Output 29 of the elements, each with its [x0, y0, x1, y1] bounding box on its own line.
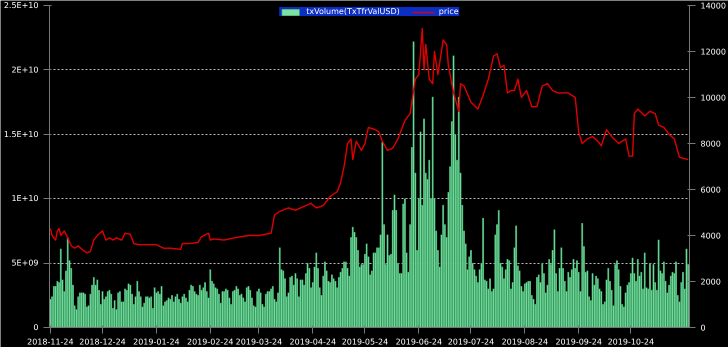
x-tick-label: 2019-02-24: [187, 338, 234, 346]
x-tick-label: 2019-01-24: [133, 338, 180, 346]
y2-tick-label: 8000: [700, 140, 721, 148]
y2-tick-label: 14000: [700, 2, 726, 10]
x-tick-label: 2019-05-24: [342, 338, 388, 346]
y2-tick-label: 4000: [700, 232, 721, 240]
legend-label: price: [438, 7, 459, 16]
y-tick-label: 1.5E+10: [4, 130, 39, 139]
x-tick-label: 2019-10-24: [608, 338, 654, 346]
x-tick-label: 2019-04-24: [290, 338, 336, 346]
y2-tick-label: 2000: [700, 278, 721, 286]
y2-tick-label: 12000: [700, 48, 726, 56]
x-tick-label: 2019-07-24: [448, 338, 494, 346]
y-tick-label: 2.5E+10: [4, 1, 39, 10]
x-tick-label: 2018-12-24: [79, 338, 126, 346]
y2-tick-label: 6000: [700, 186, 721, 194]
x-tick-label: 2019-09-24: [555, 338, 602, 346]
y2-tick-label: 10000: [700, 94, 726, 102]
legend-label: txVolume(TxTfrValUSD): [306, 7, 400, 16]
y-tick-label: 1E+10: [11, 194, 39, 204]
y-tick-label: 0: [33, 323, 39, 332]
x-tick-label: 2019-08-24: [502, 338, 548, 346]
y2-tick-label: 0: [700, 324, 706, 332]
x-tick-label: 2019-06-24: [396, 338, 442, 346]
x-tick-label: 2019-03-24: [236, 338, 282, 346]
y-tick-label: 5E+09: [11, 258, 39, 268]
x-tick-label: 2018-11-24: [27, 338, 74, 346]
y-tick-label: 2E+10: [11, 65, 39, 74]
line-series: [50, 28, 689, 254]
